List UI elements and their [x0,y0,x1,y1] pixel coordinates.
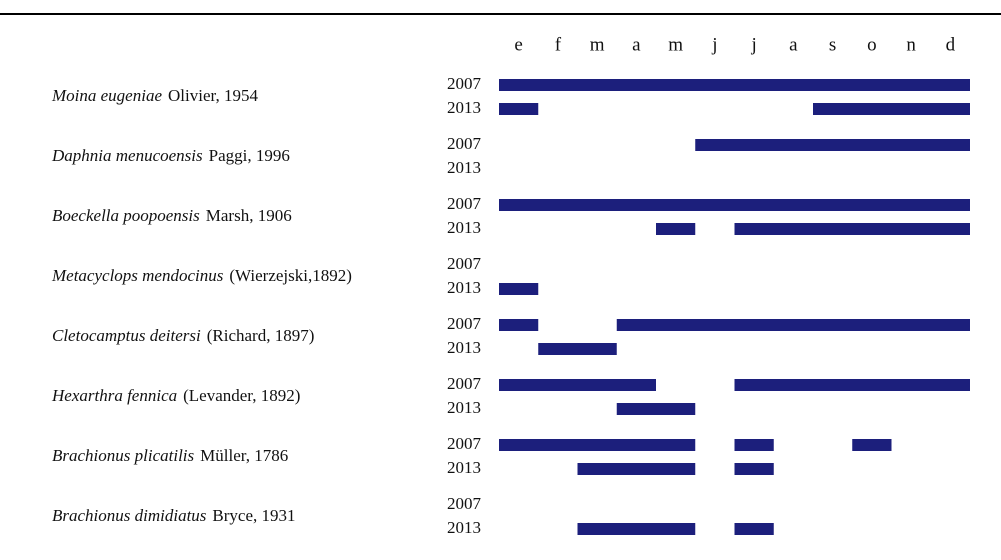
month-label: n [906,34,916,55]
species-label: Daphnia menucoensis Paggi, 1996 [51,146,290,165]
presence-bar [616,319,970,331]
species-author: Bryce, 1931 [212,506,295,525]
month-label: s [829,34,836,55]
species-name: Cletocamptus deitersi [52,326,201,345]
year-label: 2007 [447,314,482,333]
year-label: 2007 [447,74,482,93]
presence-bar [695,139,970,151]
year-label: 2013 [447,278,481,297]
month-label: a [632,34,641,55]
presence-bar [734,439,774,451]
presence-bar [499,103,539,115]
presence-bar [616,403,696,415]
year-label: 2013 [447,218,481,237]
presence-bar [852,439,892,451]
year-label: 2007 [447,374,482,393]
species-name: Hexarthra fennica [51,386,177,405]
presence-bar [499,379,656,391]
species-name: Moina eugeniae [51,86,162,105]
presence-bar [499,439,696,451]
month-label: o [867,34,877,55]
year-label: 2013 [447,338,481,357]
presence-bar [813,103,970,115]
species-author: Marsh, 1906 [206,206,292,225]
species-name: Brachionus plicatilis [52,446,195,465]
month-label: a [789,34,798,55]
presence-bar [577,463,696,475]
year-label: 2013 [447,158,481,177]
species-name: Boeckella poopoensis [52,206,200,225]
species-name: Daphnia menucoensis [51,146,203,165]
year-label: 2007 [447,434,482,453]
month-label: e [514,34,522,55]
presence-bar [656,223,696,235]
year-label: 2007 [447,134,482,153]
presence-bar [499,79,970,91]
species-author: Müller, 1786 [200,446,288,465]
species-label: Cletocamptus deitersi (Richard, 1897) [52,326,314,345]
species-label: Moina eugeniae Olivier, 1954 [51,86,258,105]
species-author: (Richard, 1897) [207,326,315,345]
presence-bar [577,523,696,535]
presence-bar [734,463,774,475]
year-label: 2013 [447,98,481,117]
presence-bar [499,319,539,331]
month-label: j [711,34,717,55]
month-label: m [668,34,683,55]
species-label: Hexarthra fennica (Levander, 1892) [51,386,300,405]
species-author: Olivier, 1954 [168,86,258,105]
month-label: d [946,34,956,55]
species-label: Metacyclops mendocinus (Wierzejski,1892) [51,266,352,285]
species-label: Boeckella poopoensis Marsh, 1906 [52,206,292,225]
year-label: 2007 [447,194,482,213]
month-label: f [555,34,562,55]
species-name: Metacyclops mendocinus [51,266,224,285]
species-label: Brachionus plicatilis Müller, 1786 [52,446,288,465]
presence-bar [499,283,539,295]
presence-bar [499,199,970,211]
species-label: Brachionus dimidiatus Bryce, 1931 [52,506,296,525]
species-name: Brachionus dimidiatus [52,506,207,525]
species-author: (Wierzejski,1892) [229,266,352,285]
month-label: j [750,34,756,55]
year-label: 2007 [447,254,482,273]
year-label: 2013 [447,518,481,537]
presence-bar [538,343,617,355]
year-label: 2013 [447,458,481,477]
species-author: (Levander, 1892) [183,386,300,405]
year-label: 2007 [447,494,482,513]
presence-bar [734,523,774,535]
month-label: m [590,34,605,55]
presence-bar [734,223,970,235]
species-author: Paggi, 1996 [209,146,290,165]
presence-bar [734,379,970,391]
year-label: 2013 [447,398,481,417]
